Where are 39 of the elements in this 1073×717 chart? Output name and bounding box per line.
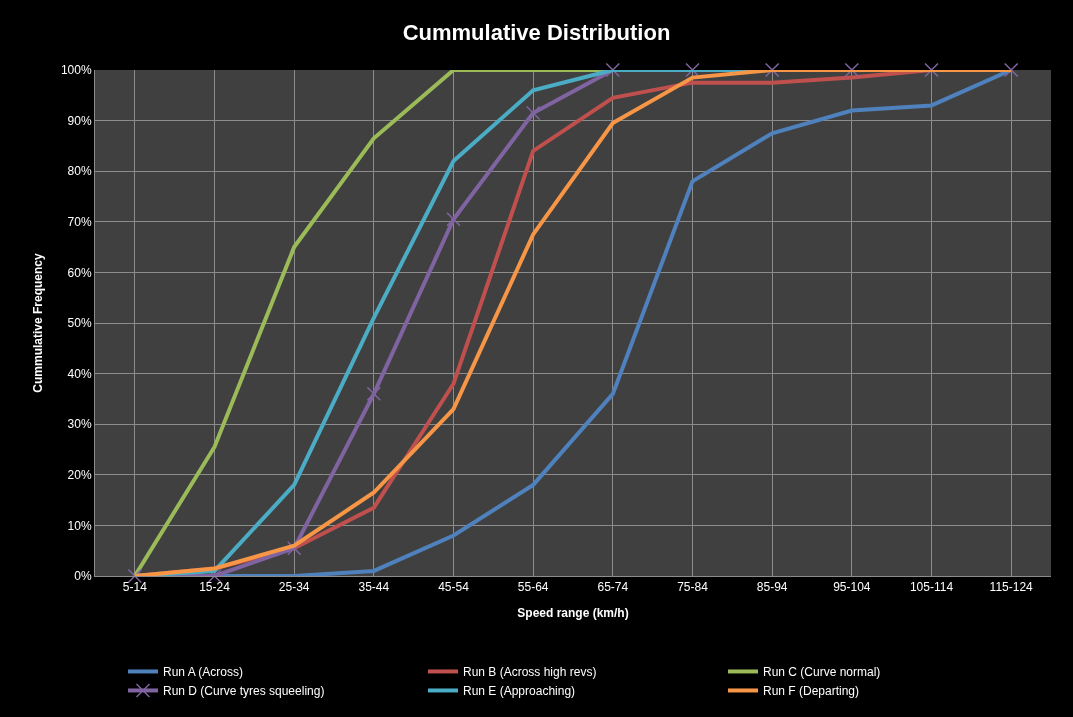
x-tick-label: 45-54 bbox=[438, 580, 470, 595]
x-tick-label: 115-124 bbox=[989, 580, 1034, 595]
legend-label: Run F (Departing) bbox=[763, 684, 860, 699]
x-tick-label: 55-64 bbox=[517, 580, 549, 595]
x-tick-label: 15-24 bbox=[199, 580, 231, 595]
x-tick-label: 35-44 bbox=[358, 580, 390, 595]
y-tick-label: 50% bbox=[67, 316, 92, 331]
legend-label: Run D (Curve tyres squeeling) bbox=[163, 684, 325, 699]
legend-label: Run A (Across) bbox=[163, 665, 244, 680]
legend-label: Run B (Across high revs) bbox=[463, 665, 597, 680]
y-tick-label: 30% bbox=[67, 417, 92, 432]
y-tick-label: 100% bbox=[60, 63, 92, 78]
y-tick-label: 90% bbox=[67, 113, 92, 128]
x-tick-label: 65-74 bbox=[597, 580, 629, 595]
x-axis-title: Speed range (km/h) bbox=[517, 606, 629, 621]
point bbox=[764, 62, 780, 78]
legend-label: Run C (Curve normal) bbox=[763, 665, 881, 680]
x-tick-label: 5-14 bbox=[122, 580, 148, 595]
point bbox=[924, 62, 939, 78]
y-tick-label: 40% bbox=[67, 366, 92, 381]
x-tick-label: 95-104 bbox=[833, 580, 871, 595]
x-tick-label: 105-114 bbox=[909, 580, 954, 595]
point bbox=[1003, 62, 1019, 78]
point bbox=[605, 62, 621, 78]
y-tick-label: 80% bbox=[67, 164, 92, 179]
y-tick-label: 0% bbox=[74, 569, 92, 584]
point bbox=[685, 62, 700, 78]
y-axis-title: Cummulative Frequency bbox=[31, 252, 46, 393]
x-tick-label: 75-84 bbox=[677, 580, 709, 595]
chart-title: Cummulative Distribution bbox=[402, 20, 671, 46]
y-tick-label: 60% bbox=[67, 265, 92, 280]
y-tick-label: 10% bbox=[67, 518, 92, 533]
y-tick-label: 70% bbox=[67, 215, 92, 229]
x-tick-label: 85-94 bbox=[756, 580, 788, 595]
legend-label: Run E (Approaching) bbox=[463, 684, 576, 699]
y-tick-label: 20% bbox=[67, 468, 92, 482]
point bbox=[366, 386, 382, 402]
point bbox=[844, 62, 860, 78]
x-tick-label: 25-34 bbox=[278, 580, 310, 595]
